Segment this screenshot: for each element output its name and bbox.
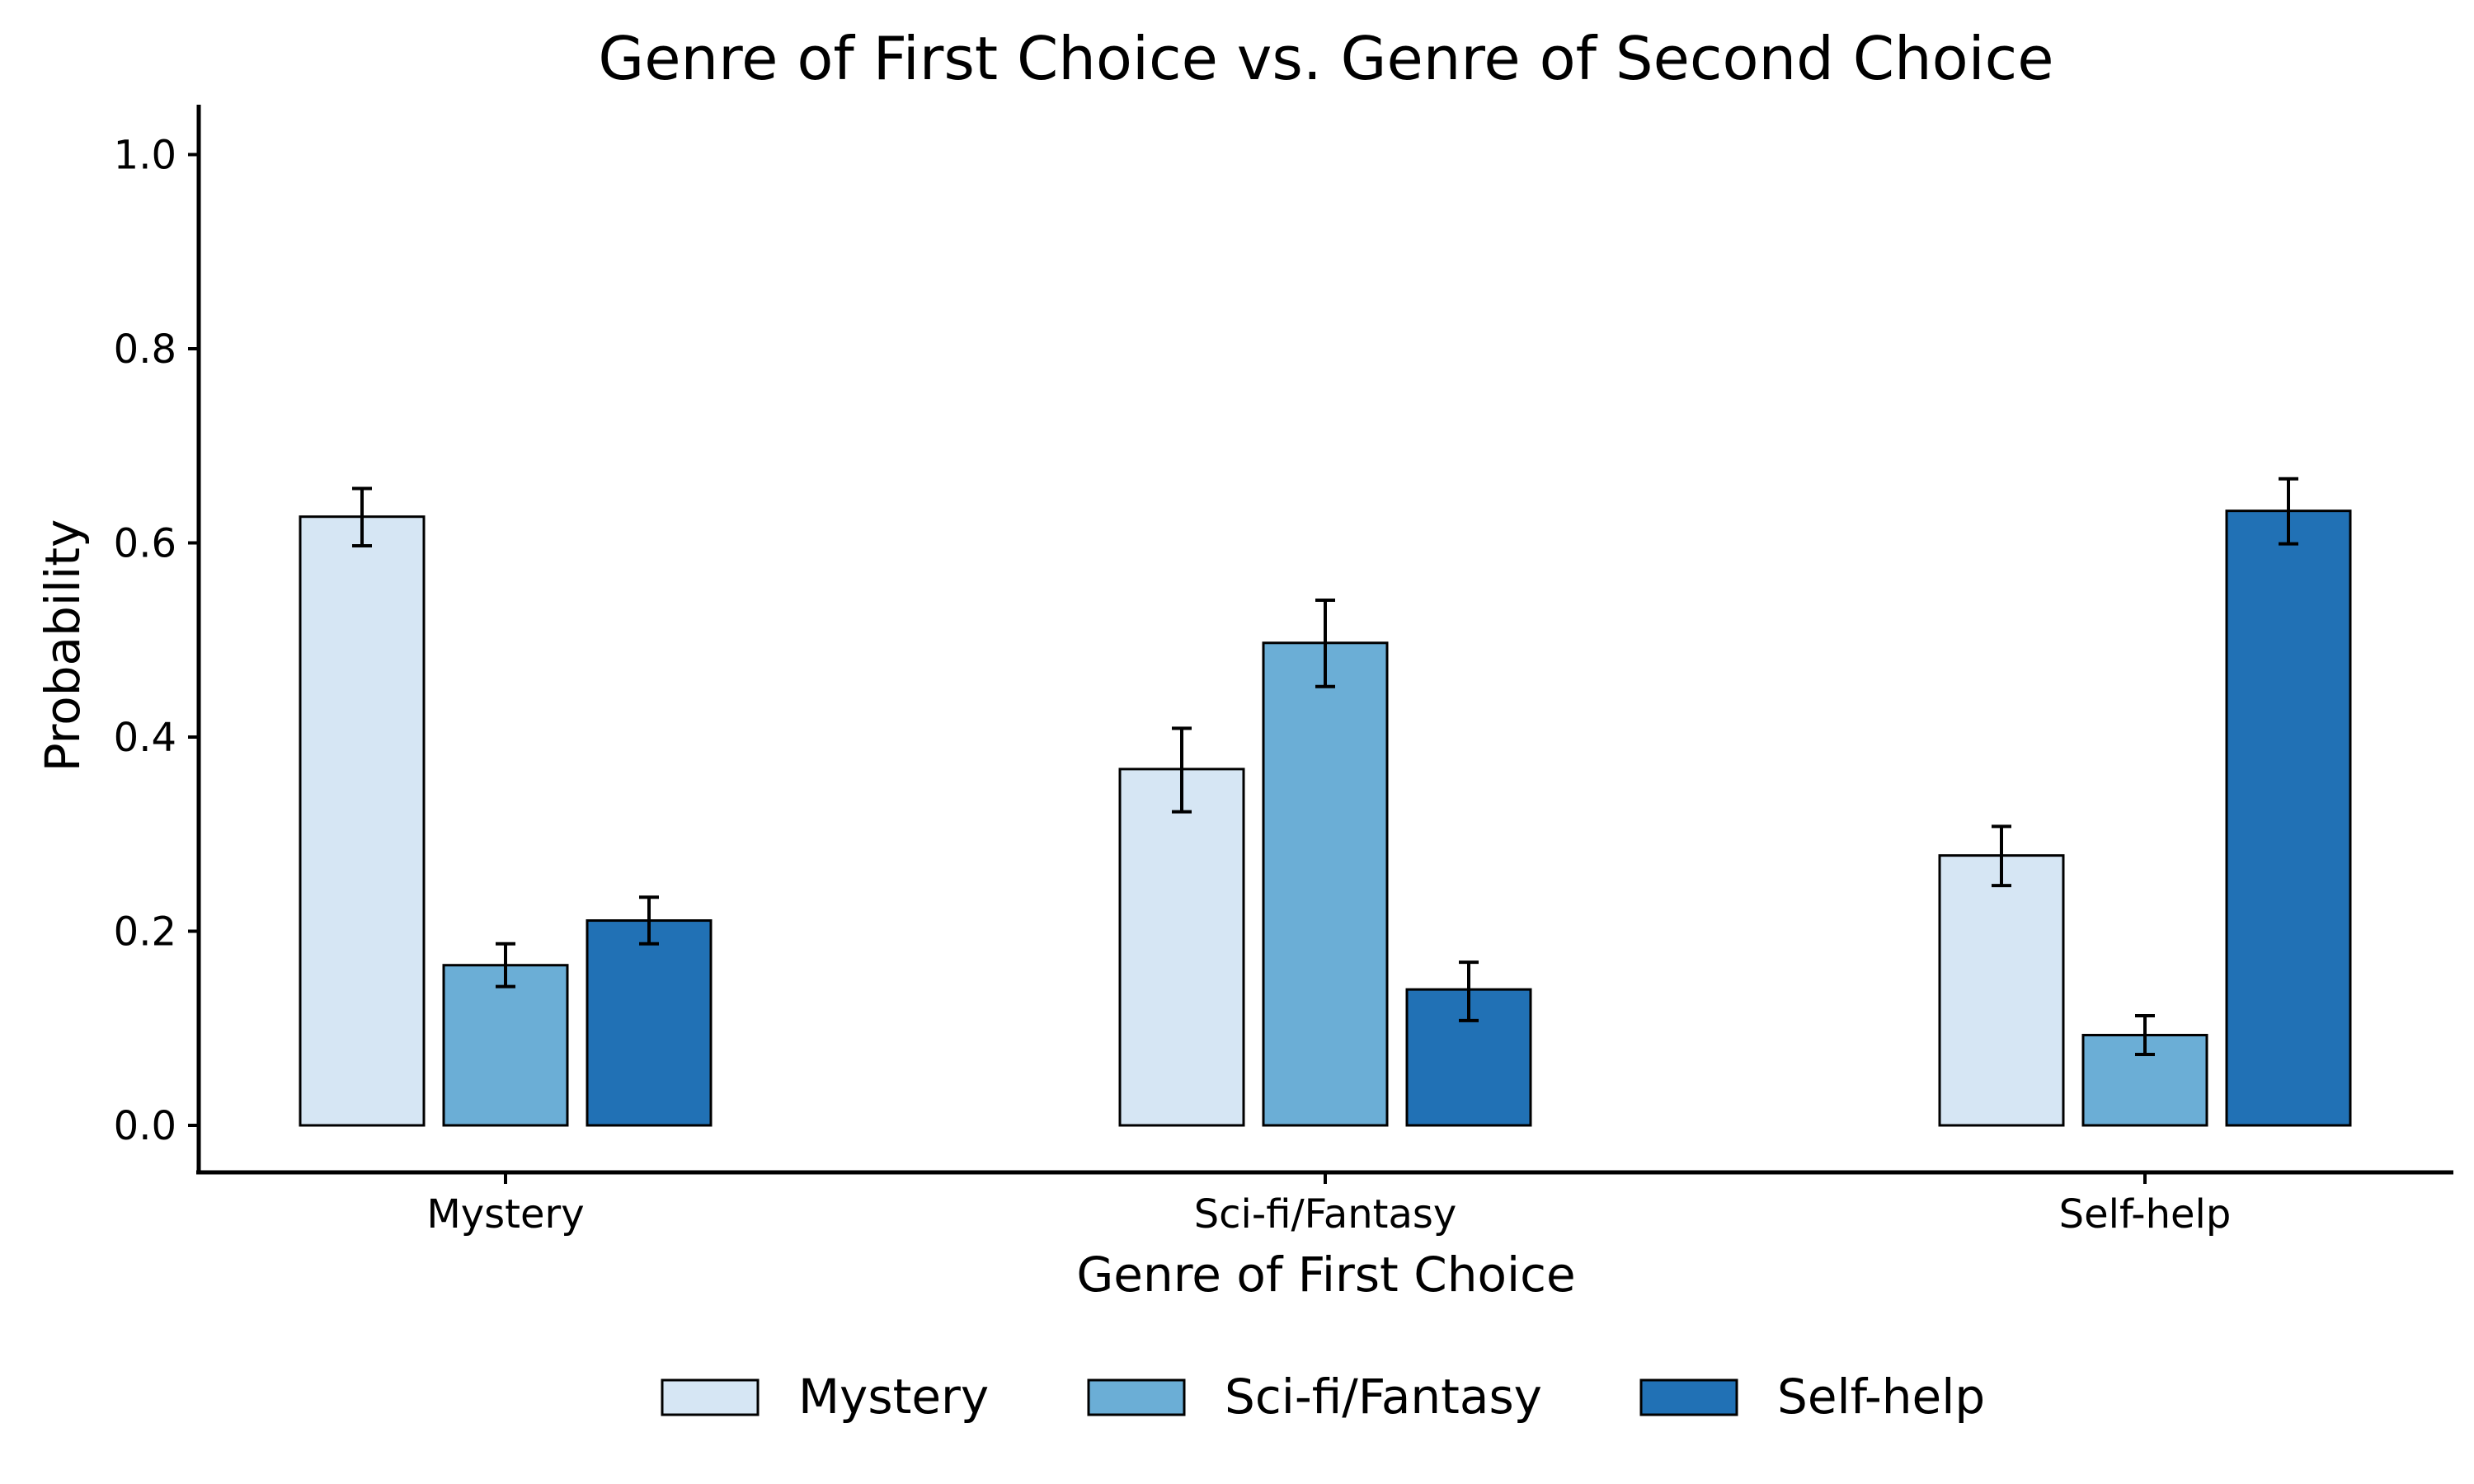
legend-swatch: [1087, 1378, 1186, 1416]
y-tick-label: 0.8: [114, 326, 176, 373]
legend-label: Self-help: [1777, 1369, 1985, 1425]
bar: [1938, 854, 2065, 1127]
y-tick-label: 0.6: [114, 521, 176, 567]
y-axis-label: Probability: [35, 519, 91, 773]
x-tick-label: Self-help: [2059, 1191, 2232, 1237]
legend-label: Sci-fi/Fantasy: [1225, 1369, 1542, 1425]
y-tick-label: 0.0: [114, 1103, 176, 1149]
bar: [1118, 768, 1245, 1127]
x-tick-label: Sci-fi/Fantasy: [1194, 1191, 1457, 1237]
y-tick-label: 0.2: [114, 909, 176, 956]
legend: Mystery Sci-fi/Fantasy Self-help: [661, 1369, 1985, 1425]
y-tick-label: 0.4: [114, 715, 176, 761]
bar: [1262, 641, 1389, 1127]
bar: [442, 964, 569, 1127]
x-axis-label: Genre of First Choice: [1076, 1247, 1575, 1303]
bar: [586, 919, 713, 1127]
y-tick-label: 1.0: [114, 133, 176, 179]
legend-label: Mystery: [798, 1369, 989, 1425]
x-tick-label: Mystery: [426, 1191, 584, 1237]
legend-swatch: [661, 1378, 760, 1416]
legend-swatch: [1639, 1378, 1738, 1416]
bar: [2225, 510, 2352, 1127]
plot-area: 0.0 0.2 0.4 0.6 0.8 1.0 Mystery Sci-fi/Fantasy S…: [114, 133, 2352, 1237]
chart-title: Genre of First Choice vs. Genre of Secon…: [598, 24, 2053, 93]
bar: [299, 515, 426, 1127]
